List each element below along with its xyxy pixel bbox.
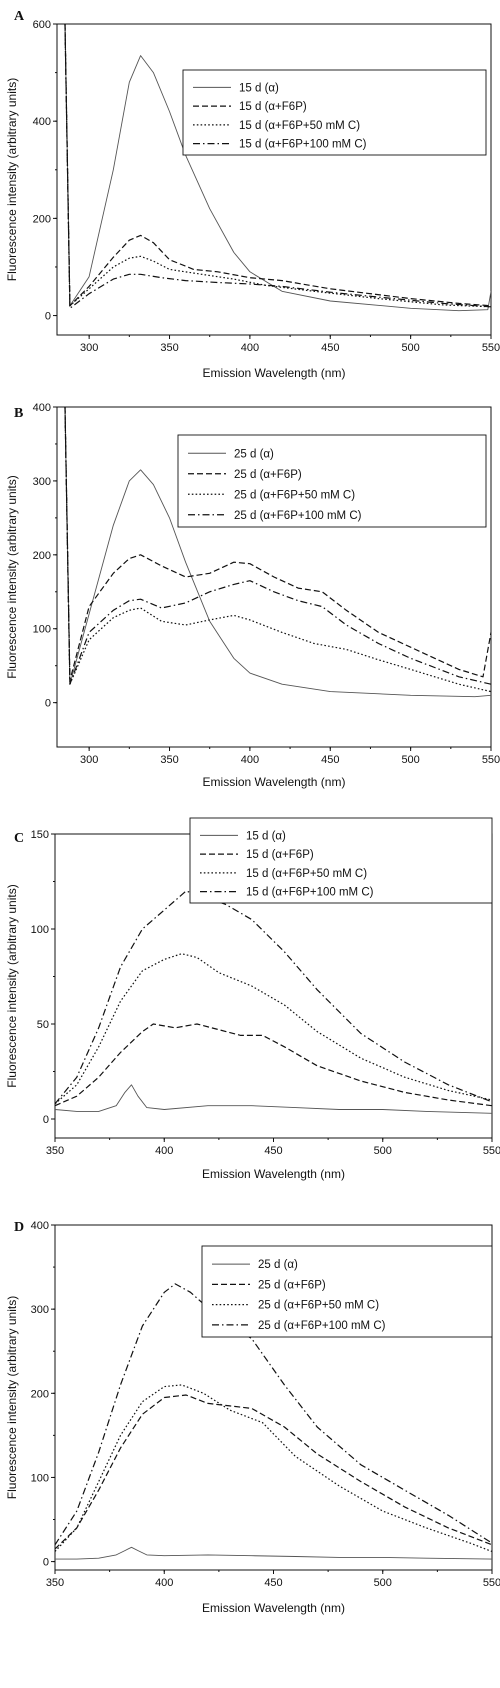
panel-c-xtick-label: 400 [155, 1145, 173, 1157]
panel-b-letter: B [14, 406, 23, 421]
panel-b-xtick-label: 450 [321, 754, 339, 766]
panel-a-legend-label-4: 15 d (α+F6P+100 mM C) [239, 139, 367, 151]
panel-d-xtick-label: 500 [374, 1577, 392, 1589]
panel-a-xtick-label: 450 [321, 342, 339, 354]
panel-d: D 350 400 450 500 550 0 100 200 300 400 Emission Wa… [5, 1220, 500, 1615]
panel-d-series-group [55, 1283, 492, 1560]
panel-b-xtick-label: 500 [401, 754, 419, 766]
panel-a-xtick-label: 550 [482, 342, 500, 354]
panel-b-series-group [64, 407, 491, 698]
panel-d-xaxis-label: Emission Wavelength (nm) [202, 1601, 345, 1615]
panel-a-ytick-label: 0 [45, 311, 51, 323]
panel-c-series-2-line [55, 1023, 492, 1107]
panel-a-xtick-label: 350 [160, 342, 178, 354]
panel-c-legend-label-4: 15 d (α+F6P+100 mM C) [246, 887, 374, 899]
panel-a: A 300 350 400 450 500 550 0 200 400 600 Emission Wa… [5, 9, 500, 380]
panel-c-legend-box [189, 817, 493, 904]
panel-a-series-4-line [64, 24, 491, 309]
panel-b-xtick-label: 400 [241, 754, 259, 766]
panel-c-yaxis-label: Fluorescence intensity (arbitrary units) [5, 884, 19, 1087]
panel-d-series-2-line [55, 1394, 492, 1550]
panel-d-xtick-label: 450 [264, 1577, 282, 1589]
panel-c-series-group [55, 890, 492, 1114]
panel-b-ytick-label: 400 [33, 402, 51, 414]
panel-a-series-2-line [64, 24, 491, 307]
panel-a-ytick-label: 600 [33, 19, 51, 31]
panel-d-ytick-label: 300 [31, 1304, 49, 1316]
panel-d-xtick-label: 400 [155, 1577, 173, 1589]
panel-d-series-3-line [55, 1384, 492, 1553]
panel-b-series-1-line [64, 407, 491, 698]
panel-c-xtick-label: 550 [483, 1145, 500, 1157]
panel-a-xaxis-label: Emission Wavelength (nm) [203, 366, 346, 380]
panel-a-series-1-line [64, 24, 491, 312]
panel-b-xaxis-label: Emission Wavelength (nm) [203, 775, 346, 789]
panel-a-xtick-label: 400 [241, 342, 259, 354]
panel-c-ytick-label: 150 [31, 829, 49, 841]
panel-c-legend-label-1: 15 d (α) [246, 830, 286, 842]
panel-c-xtick-label: 500 [374, 1145, 392, 1157]
panel-a-xtick-label: 300 [80, 342, 98, 354]
panel-c-ytick-label: 50 [37, 1019, 49, 1031]
panel-a-series-group [64, 24, 491, 312]
panel-b-yaxis-label: Fluorescence intensity (arbitrary units) [5, 475, 19, 678]
panel-a-series-3-line [64, 24, 491, 308]
panel-d-legend-label-4: 25 d (α+F6P+100 mM C) [258, 1320, 386, 1332]
panel-b-legend-box [177, 434, 487, 528]
panel-d-yaxis-label: Fluorescence intensity (arbitrary units) [5, 1296, 19, 1499]
panel-d-letter: D [14, 1220, 24, 1235]
panel-a-legend-label-3: 15 d (α+F6P+50 mM C) [239, 120, 360, 132]
panel-a-legend-box [182, 69, 487, 156]
panel-c-series-3-line [55, 953, 492, 1105]
panel-d-ytick-label: 400 [31, 1220, 49, 1232]
panel-b-xtick-label: 300 [80, 754, 98, 766]
panel-b-legend-label-3: 25 d (α+F6P+50 mM C) [234, 489, 355, 501]
panel-b-xtick-label: 350 [160, 754, 178, 766]
panel-d-ytick-label: 100 [31, 1472, 49, 1484]
panel-b-ytick-label: 300 [33, 476, 51, 488]
panel-b-legend-label-4: 25 d (α+F6P+100 mM C) [234, 510, 362, 522]
panel-b-series-3-line [64, 407, 491, 693]
panel-c-series-4-line [55, 890, 492, 1105]
panel-d-ytick-label: 0 [43, 1557, 49, 1569]
panel-c-xtick-label: 350 [46, 1145, 64, 1157]
panel-c-xaxis-label: Emission Wavelength (nm) [202, 1167, 345, 1181]
panel-b-plot-frame [56, 406, 492, 748]
panel-b-series-2-line [64, 407, 491, 682]
panel-c-legend-label-3: 15 d (α+F6P+50 mM C) [246, 868, 367, 880]
panel-d-legend-box [201, 1245, 493, 1338]
panel-b-legend-label-1: 25 d (α) [234, 448, 274, 460]
panel-b-ytick-label: 100 [33, 624, 51, 636]
panel-d-ytick-label: 200 [31, 1388, 49, 1400]
panel-d-legend-label-1: 25 d (α) [258, 1259, 298, 1271]
panel-c-letter: C [14, 831, 24, 846]
panel-b-xtick-label: 550 [482, 754, 500, 766]
panel-a-ytick-label: 400 [33, 116, 51, 128]
panel-a-yaxis-label: Fluorescence intensity (arbitrary units) [5, 78, 19, 281]
panel-c: C 350 400 450 500 550 0 50 100 150 Emission Wavele… [5, 817, 500, 1181]
panel-d-xtick-label: 550 [483, 1577, 500, 1589]
panel-c-ytick-label: 0 [43, 1114, 49, 1126]
panel-a-legend-label-1: 15 d (α) [239, 82, 279, 94]
panel-d-xtick-label: 350 [46, 1577, 64, 1589]
panel-b-legend-label-2: 25 d (α+F6P) [234, 469, 302, 481]
panel-d-legend-label-3: 25 d (α+F6P+50 mM C) [258, 1300, 379, 1312]
panel-a-letter: A [14, 9, 25, 24]
panel-a-plot-frame [56, 23, 492, 336]
panel-b-ytick-label: 0 [45, 698, 51, 710]
panel-c-series-1-line [55, 1084, 492, 1114]
panel-b-series-4-line [64, 407, 491, 685]
panel-c-xtick-label: 450 [264, 1145, 282, 1157]
panel-d-legend-label-2: 25 d (α+F6P) [258, 1279, 326, 1291]
panel-a-legend-label-2: 15 d (α+F6P) [239, 101, 307, 113]
panel-b: B 300 350 400 450 500 550 0 100 200 300 400 Emission… [5, 402, 500, 789]
panel-a-ytick-label: 200 [33, 213, 51, 225]
panel-b-ytick-label: 200 [33, 550, 51, 562]
panel-c-ytick-label: 100 [31, 924, 49, 936]
panel-c-legend-label-2: 15 d (α+F6P) [246, 849, 314, 861]
panel-d-series-1-line [55, 1546, 492, 1560]
panel-a-xtick-label: 500 [401, 342, 419, 354]
